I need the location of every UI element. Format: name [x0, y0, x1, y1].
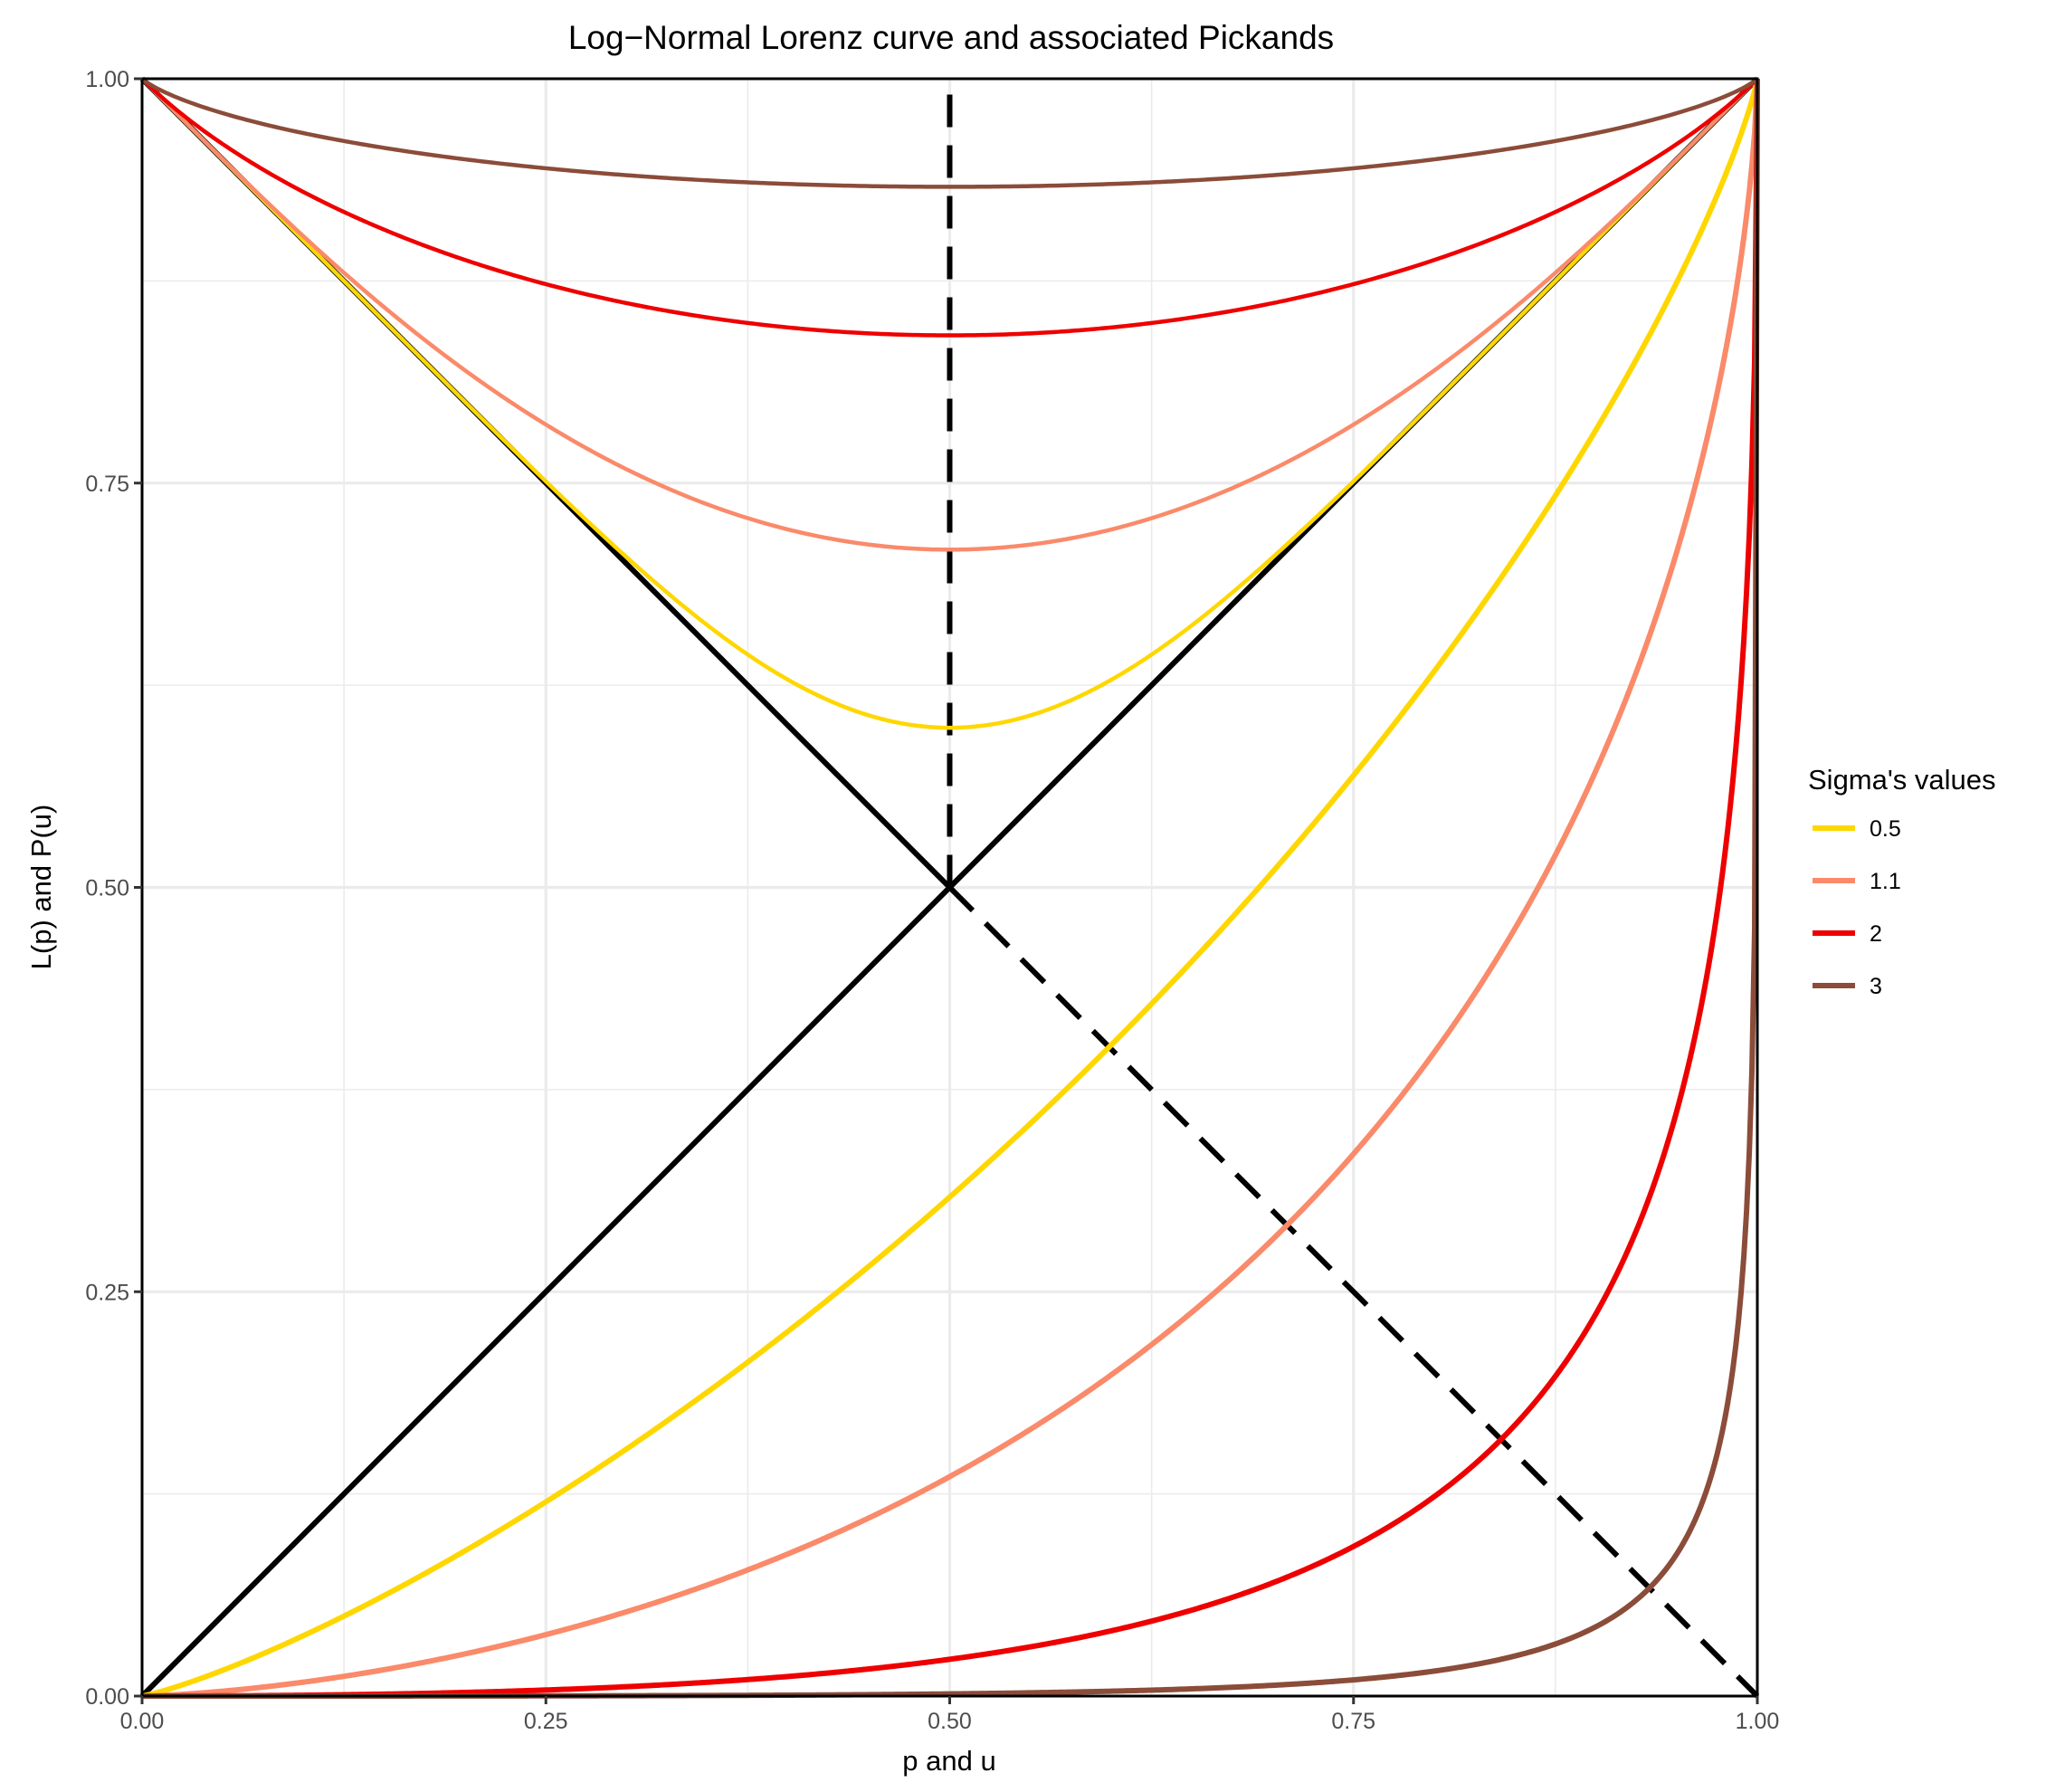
legend: Sigma's values 0.5 1.1 2 3 [1808, 764, 1996, 999]
x-axis-title: p and u [902, 1745, 995, 1777]
pickands-curve-sigma-3 [140, 77, 1759, 189]
y-axis-title: L(p) and P(u) [25, 805, 57, 970]
y-tick-label: 0.00 [85, 1684, 129, 1710]
legend-label-sigma-1.1: 1.1 [1870, 869, 1901, 894]
legend-title: Sigma's values [1808, 764, 1996, 796]
curve-series [140, 77, 1760, 1699]
x-tick-label: 0.50 [928, 1709, 972, 1734]
dashed-reference-line [947, 885, 1760, 1699]
x-tick-label: 0.25 [524, 1709, 568, 1734]
pickands-curve-sigma-2 [140, 77, 1759, 338]
y-tick-label: 0.25 [85, 1280, 129, 1305]
x-tick-label: 0.00 [120, 1709, 165, 1734]
y-tick-label: 0.75 [85, 472, 129, 497]
x-tick-label: 1.00 [1736, 1709, 1780, 1734]
x-tick-label: 0.75 [1331, 1709, 1375, 1734]
y-tick-label: 0.50 [85, 876, 129, 901]
y-axis-ticks: 0.00 0.25 0.50 0.75 1.00 [85, 67, 142, 1710]
y-tick-label: 1.00 [85, 67, 129, 92]
legend-label-sigma-0.5: 0.5 [1870, 816, 1901, 842]
pickands-curve-sigma-1.1 [140, 77, 1759, 552]
chart-title: Log−Normal Lorenz curve and associated P… [568, 19, 1334, 56]
lorenz-curve-sigma-1.1 [141, 78, 1760, 1699]
lorenz-curve-sigma-0.5 [141, 78, 1760, 1699]
x-axis-ticks: 0.00 0.25 0.50 0.75 1.00 [120, 1696, 1780, 1734]
legend-label-sigma-3: 3 [1870, 974, 1882, 999]
pickands-curve-sigma-0.5 [140, 77, 1759, 730]
legend-label-sigma-2: 2 [1870, 921, 1882, 947]
